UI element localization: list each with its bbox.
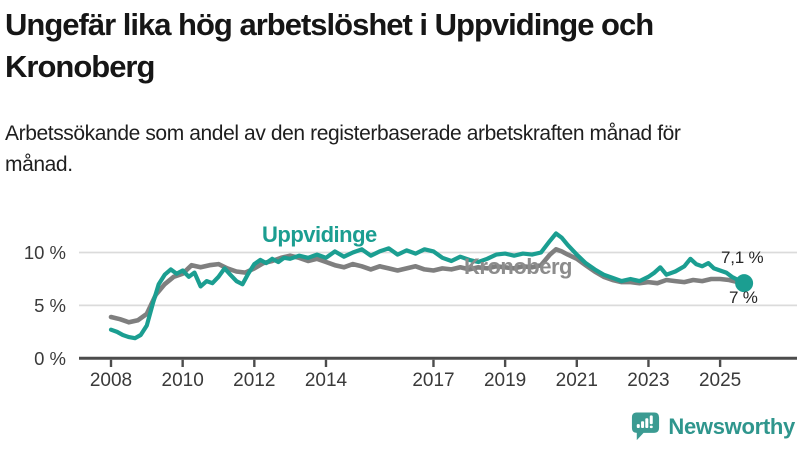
x-axis-tick-label: 2010 (162, 370, 204, 391)
x-axis-tick-label: 2025 (699, 370, 741, 391)
end-value-label-kronoberg: 7 % (729, 288, 758, 307)
x-axis-tick-label: 2014 (305, 370, 348, 391)
series-label-uppvidinge: Uppvidinge (262, 222, 377, 247)
y-axis-tick-label: 5 % (34, 295, 66, 316)
x-axis-tick-label: 2021 (556, 370, 598, 391)
chart-title: Ungefär lika hög arbetslöshet i Uppvidin… (5, 7, 654, 84)
x-axis-tick-label: 2023 (627, 370, 669, 391)
newsworthy-logo-icon (632, 412, 660, 441)
x-axis-tick-label: 2008 (90, 370, 132, 391)
brand-name: Newsworthy (668, 414, 795, 439)
brand-footer: Newsworthy (630, 410, 795, 444)
x-axis-tick-label: 2019 (484, 370, 526, 391)
series-line-uppvidinge (108, 231, 747, 341)
chart-subtitle: Arbetssökande som andel av den registerb… (5, 122, 681, 176)
x-axis-tick-label: 2012 (233, 370, 275, 391)
series-line-kronoberg (108, 247, 747, 325)
series-end-dot-uppvidinge (735, 274, 754, 293)
end-value-label-uppvidinge: 7,1 % (721, 248, 764, 267)
series-label-kronoberg: Kronoberg (464, 254, 572, 279)
x-axis-tick-label: 2017 (412, 370, 454, 391)
y-axis-tick-label: 0 % (34, 348, 66, 369)
y-axis-tick-label: 10 % (24, 242, 66, 263)
